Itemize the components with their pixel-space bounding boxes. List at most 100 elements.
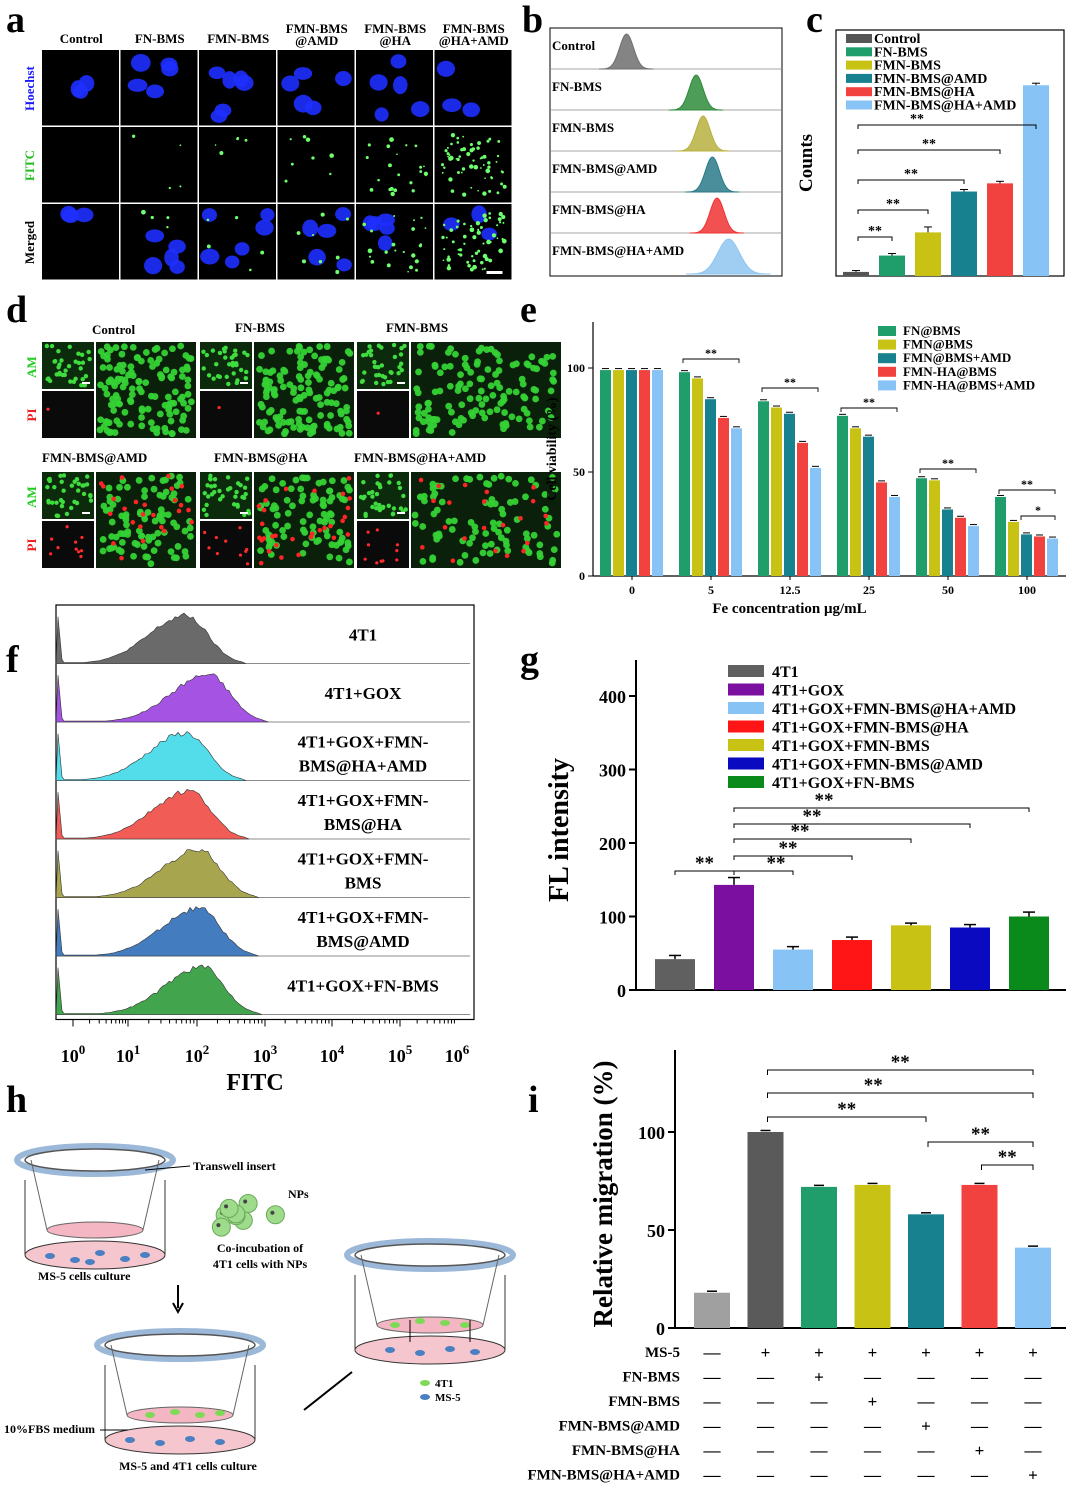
live-cell xyxy=(386,503,391,509)
table-cell: — xyxy=(970,1368,989,1387)
fitc-spot xyxy=(475,221,481,226)
live-cell xyxy=(261,483,269,490)
live-cell xyxy=(382,375,388,380)
live-cell xyxy=(106,364,113,371)
dead-cell xyxy=(49,552,53,556)
fitc-spot xyxy=(487,161,491,165)
sample-label: BMS@HA xyxy=(324,815,403,834)
column-label-3: @AMD xyxy=(295,33,338,48)
scale-bar xyxy=(240,512,248,514)
legend-label: FMN@BMS+AMD xyxy=(903,350,1011,365)
live-cell xyxy=(500,392,507,400)
legend-label: FMN-BMS@HA+AMD xyxy=(874,99,1016,114)
live-cell xyxy=(550,546,558,554)
live-cell xyxy=(513,360,520,368)
fitc-spot xyxy=(469,148,474,153)
fitc-spot xyxy=(284,179,288,183)
live-cell xyxy=(214,362,219,367)
legend-label: MS-5 xyxy=(435,1392,461,1404)
live-cell xyxy=(401,493,406,499)
bar xyxy=(995,496,1006,576)
legend-label: 4T1 xyxy=(435,1378,453,1390)
row-label-merged: Merged xyxy=(22,220,37,264)
panel-d: Control FN-BMS FMN-BMS FMN-BMS@AMD FMN-BMS@H… xyxy=(24,320,561,568)
legend-swatch xyxy=(728,739,764,751)
table-cell: — xyxy=(810,1392,829,1411)
live-cell xyxy=(212,483,217,488)
live-cell xyxy=(280,366,288,374)
column-label-4: @HA xyxy=(379,33,411,48)
fitc-spot xyxy=(482,242,485,245)
legend-label: 4T1+GOX+FMN-BMS@AMD xyxy=(772,757,983,774)
live-cell xyxy=(323,422,331,430)
legend-label: 4T1+GOX+FN-BMS xyxy=(772,775,915,792)
fitc-spot xyxy=(496,154,500,158)
fitc-spot xyxy=(469,227,475,233)
fitc-spot xyxy=(415,268,418,272)
fitc-spot xyxy=(462,192,467,197)
dead-cell xyxy=(395,543,400,547)
dead-cell xyxy=(130,520,136,525)
column-label-2: FMN-BMS xyxy=(207,31,269,46)
live-cell xyxy=(486,408,494,416)
live-cell xyxy=(315,536,322,544)
fitc-spot xyxy=(362,222,366,227)
dead-cell xyxy=(544,520,549,526)
dead-cell xyxy=(296,552,301,558)
live-cell xyxy=(147,419,155,427)
dead-cell xyxy=(274,542,279,548)
nucleus xyxy=(127,78,148,92)
live-cell xyxy=(457,380,464,388)
fitc-spot xyxy=(445,236,448,239)
live-cell xyxy=(303,424,311,432)
live-cell xyxy=(54,513,59,518)
dead-cell xyxy=(80,535,84,540)
live-cell xyxy=(184,495,192,503)
live-cell xyxy=(305,379,312,386)
group-label: FMN-BMS@HA xyxy=(214,450,308,465)
live-cell xyxy=(212,476,218,482)
dead-cell xyxy=(436,483,442,489)
fitc-spot xyxy=(486,139,490,143)
bar xyxy=(655,959,695,990)
fitc-spot xyxy=(482,154,487,159)
live-cell xyxy=(309,428,317,436)
cell xyxy=(215,1439,225,1445)
live-cell xyxy=(306,346,314,354)
bar xyxy=(1034,536,1045,576)
live-cell xyxy=(123,521,130,529)
fitc-spot xyxy=(411,189,415,193)
fitc-spot xyxy=(458,155,462,158)
nucleus xyxy=(293,94,313,113)
fitc-spot xyxy=(386,263,391,268)
dead-cell xyxy=(273,533,278,539)
fitc-spot xyxy=(442,259,445,262)
panel-letter-d: d xyxy=(6,289,27,331)
legend-swatch xyxy=(846,100,872,110)
dead-cell xyxy=(340,518,345,524)
histogram-peak xyxy=(55,906,259,957)
live-cell xyxy=(269,505,277,513)
live-cell xyxy=(467,409,475,417)
significance-mark: ** xyxy=(784,375,796,389)
dead-cell xyxy=(525,540,530,546)
dead-cell xyxy=(159,524,164,530)
nucleus xyxy=(145,229,165,243)
live-cell xyxy=(148,474,156,482)
live-cell xyxy=(328,494,336,501)
live-cell xyxy=(156,410,164,418)
live-cell xyxy=(44,343,50,349)
significance-bracket xyxy=(682,358,740,363)
fitc-spot xyxy=(423,165,425,168)
live-cell xyxy=(184,404,192,412)
live-cell xyxy=(538,417,546,425)
y-tick-label: 0 xyxy=(617,981,626,1001)
sample-label: BMS@HA+AMD xyxy=(299,756,427,775)
live-cell xyxy=(59,358,64,363)
live-cell xyxy=(412,426,420,434)
x-tick-label: 106 xyxy=(445,1042,470,1066)
table-row-label: FMN-BMS@HA xyxy=(572,1443,680,1459)
fitc-spot xyxy=(456,157,460,162)
live-cell xyxy=(128,385,136,393)
live-cell xyxy=(205,494,211,499)
